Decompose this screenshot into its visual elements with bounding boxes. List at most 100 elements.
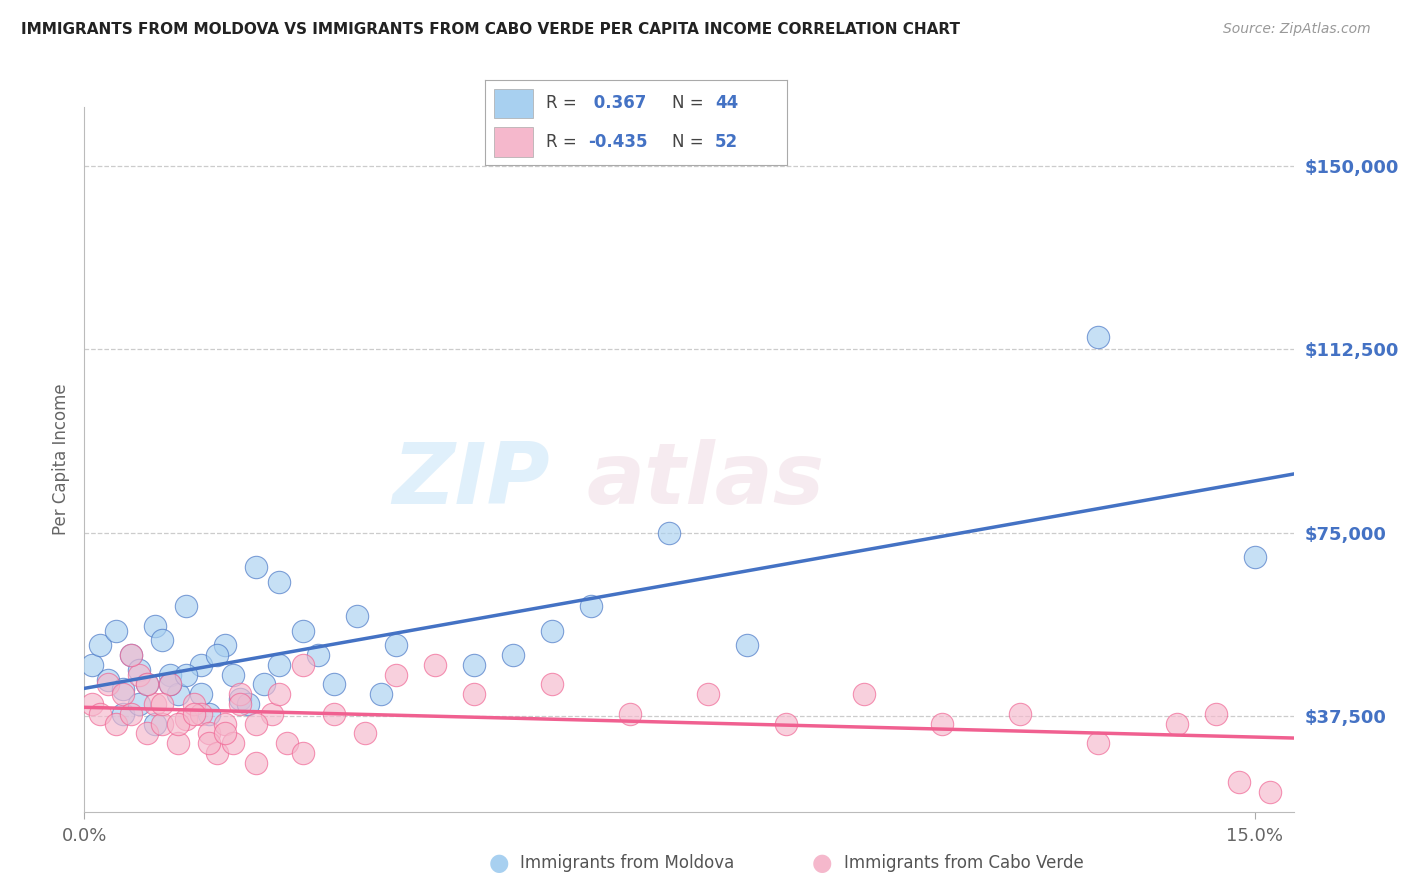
- Point: [229, 697, 252, 711]
- Point: [737, 638, 759, 652]
- Point: [1166, 716, 1188, 731]
- Point: [463, 657, 485, 672]
- Text: ●: ●: [489, 851, 509, 874]
- Point: [541, 624, 564, 638]
- Point: [104, 624, 127, 638]
- Point: [291, 657, 314, 672]
- Point: [190, 706, 212, 721]
- Point: [112, 706, 135, 721]
- Point: [1010, 706, 1032, 721]
- Point: [205, 746, 228, 760]
- Point: [112, 682, 135, 697]
- Point: [167, 736, 190, 750]
- Point: [253, 677, 276, 691]
- Text: N =: N =: [672, 133, 710, 151]
- Point: [269, 574, 291, 589]
- Point: [385, 667, 408, 681]
- Point: [853, 687, 876, 701]
- Point: [619, 706, 641, 721]
- Text: 52: 52: [714, 133, 738, 151]
- Point: [1205, 706, 1227, 721]
- Point: [370, 687, 392, 701]
- Point: [1087, 330, 1109, 344]
- Point: [214, 638, 236, 652]
- Point: [89, 638, 111, 652]
- Text: 0.367: 0.367: [588, 95, 647, 112]
- Point: [104, 716, 127, 731]
- Text: R =: R =: [546, 95, 582, 112]
- Point: [276, 736, 298, 750]
- Point: [291, 624, 314, 638]
- Point: [245, 560, 267, 574]
- FancyBboxPatch shape: [494, 127, 533, 157]
- Point: [1227, 775, 1250, 789]
- Point: [221, 667, 243, 681]
- Point: [214, 716, 236, 731]
- Point: [143, 697, 166, 711]
- Point: [174, 599, 197, 614]
- Point: [229, 687, 252, 701]
- Point: [775, 716, 797, 731]
- Point: [143, 619, 166, 633]
- Text: atlas: atlas: [586, 439, 824, 522]
- Point: [120, 648, 142, 662]
- Point: [502, 648, 524, 662]
- Point: [291, 746, 314, 760]
- Point: [150, 633, 173, 648]
- Point: [1258, 785, 1281, 799]
- Point: [135, 677, 157, 691]
- Point: [174, 667, 197, 681]
- Point: [198, 706, 221, 721]
- Point: [150, 697, 173, 711]
- Point: [214, 726, 236, 740]
- Point: [658, 525, 681, 540]
- Point: [159, 667, 181, 681]
- Point: [269, 687, 291, 701]
- Point: [143, 716, 166, 731]
- Point: [581, 599, 603, 614]
- Text: Source: ZipAtlas.com: Source: ZipAtlas.com: [1223, 22, 1371, 37]
- Point: [82, 697, 104, 711]
- Text: IMMIGRANTS FROM MOLDOVA VS IMMIGRANTS FROM CABO VERDE PER CAPITA INCOME CORRELAT: IMMIGRANTS FROM MOLDOVA VS IMMIGRANTS FR…: [21, 22, 960, 37]
- Point: [245, 716, 267, 731]
- Point: [697, 687, 720, 701]
- Point: [167, 716, 190, 731]
- Text: Immigrants from Cabo Verde: Immigrants from Cabo Verde: [844, 854, 1084, 871]
- Point: [183, 706, 205, 721]
- Point: [323, 706, 346, 721]
- Point: [97, 677, 120, 691]
- Point: [190, 657, 212, 672]
- Point: [346, 609, 368, 624]
- Text: ●: ●: [813, 851, 832, 874]
- Point: [463, 687, 485, 701]
- Point: [229, 692, 252, 706]
- Point: [82, 657, 104, 672]
- Point: [385, 638, 408, 652]
- Text: N =: N =: [672, 95, 710, 112]
- Point: [205, 648, 228, 662]
- Point: [323, 677, 346, 691]
- Point: [931, 716, 953, 731]
- Point: [541, 677, 564, 691]
- Point: [97, 673, 120, 687]
- Text: Immigrants from Moldova: Immigrants from Moldova: [520, 854, 734, 871]
- Point: [128, 697, 150, 711]
- Point: [150, 716, 173, 731]
- Point: [128, 667, 150, 681]
- Point: [238, 697, 260, 711]
- Point: [354, 726, 377, 740]
- Point: [128, 663, 150, 677]
- Point: [159, 677, 181, 691]
- Point: [135, 677, 157, 691]
- Point: [167, 687, 190, 701]
- Point: [198, 736, 221, 750]
- Text: -0.435: -0.435: [588, 133, 647, 151]
- Point: [159, 677, 181, 691]
- Point: [307, 648, 329, 662]
- Point: [221, 736, 243, 750]
- Point: [120, 706, 142, 721]
- Point: [198, 726, 221, 740]
- Point: [425, 657, 447, 672]
- Point: [269, 657, 291, 672]
- Point: [260, 706, 283, 721]
